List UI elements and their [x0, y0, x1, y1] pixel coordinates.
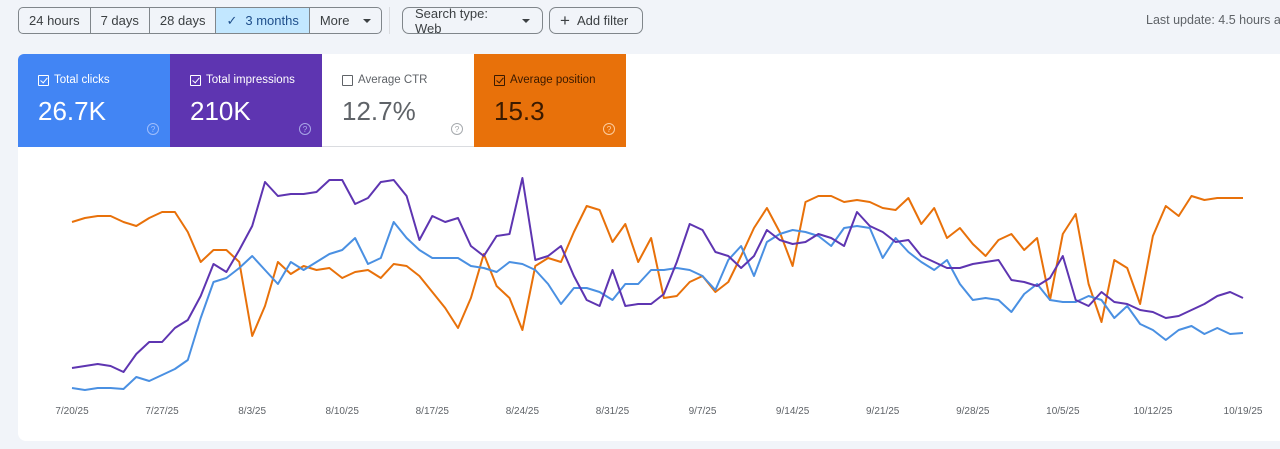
check-icon: ✓ — [226, 12, 238, 28]
x-tick-label: 8/24/25 — [505, 406, 540, 417]
plus-icon: + — [560, 11, 570, 30]
x-tick-label: 9/7/25 — [688, 406, 717, 417]
caret-down-icon — [363, 18, 372, 23]
metric-value: 15.3 — [494, 96, 545, 126]
add-filter-button[interactable]: + Add filter — [549, 7, 643, 34]
x-tick-label: 8/10/25 — [325, 406, 359, 417]
x-tick-label: 7/20/25 — [55, 406, 89, 417]
series-line-total-impressions — [71, 177, 1244, 373]
search-type-dropdown[interactable]: Search type: Web — [402, 6, 543, 36]
help-icon[interactable]: ? — [147, 123, 159, 135]
x-tick-label: 8/3/25 — [238, 406, 267, 417]
checkbox-icon[interactable] — [494, 74, 505, 86]
series-line-total-clicks — [71, 221, 1244, 391]
metric-value: 210K — [190, 96, 251, 126]
metric-value: 26.7K — [38, 96, 106, 126]
x-tick-label: 9/21/25 — [866, 406, 900, 417]
help-icon[interactable]: ? — [299, 123, 311, 135]
date-range-selector: 24 hours 7 days 28 days ✓ 3 months More — [18, 7, 383, 34]
metric-total-clicks[interactable]: Total clicks 26.7K ? — [18, 54, 170, 147]
metric-value: 12.7% — [342, 96, 416, 126]
x-tick-label: 10/5/25 — [1046, 406, 1080, 417]
x-tick-label: 7/27/25 — [145, 406, 179, 417]
help-icon[interactable]: ? — [451, 123, 463, 135]
metric-total-impressions[interactable]: Total impressions 210K ? — [170, 54, 322, 147]
range-7-days[interactable]: 7 days — [91, 8, 150, 33]
checkbox-icon[interactable] — [190, 74, 201, 86]
help-icon[interactable]: ? — [603, 123, 615, 135]
checkbox-icon[interactable] — [38, 74, 49, 86]
series-line-average-position — [71, 195, 1243, 337]
range-24-hours[interactable]: 24 hours — [19, 8, 91, 33]
x-tick-label: 10/12/25 — [1133, 406, 1173, 417]
range-28-days[interactable]: 28 days — [150, 8, 217, 33]
range-3-months[interactable]: ✓ 3 months — [216, 8, 310, 33]
last-update-text: Last update: 4.5 hours a — [1146, 13, 1280, 27]
caret-down-icon — [522, 18, 530, 23]
x-tick-label: 10/19/25 — [1223, 406, 1263, 417]
x-tick-label: 9/14/25 — [775, 406, 810, 417]
x-tick-label: 8/17/25 — [415, 406, 449, 417]
range-more-dropdown[interactable]: More — [310, 8, 382, 33]
metric-average-ctr[interactable]: Average CTR 12.7% ? — [322, 54, 474, 147]
x-tick-label: 8/31/25 — [595, 406, 630, 417]
toolbar-divider — [389, 7, 390, 34]
checkbox-icon[interactable] — [342, 74, 353, 86]
metric-average-position[interactable]: Average position 15.3 ? — [474, 54, 626, 147]
x-axis-labels: 7/20/25 7/27/25 8/3/25 8/10/25 8/17/25 8/24/2… — [0, 406, 1280, 422]
toolbar: 24 hours 7 days 28 days ✓ 3 months More S… — [0, 0, 1280, 44]
x-tick-label: 9/28/25 — [956, 406, 990, 417]
performance-line-chart[interactable] — [0, 147, 1280, 437]
